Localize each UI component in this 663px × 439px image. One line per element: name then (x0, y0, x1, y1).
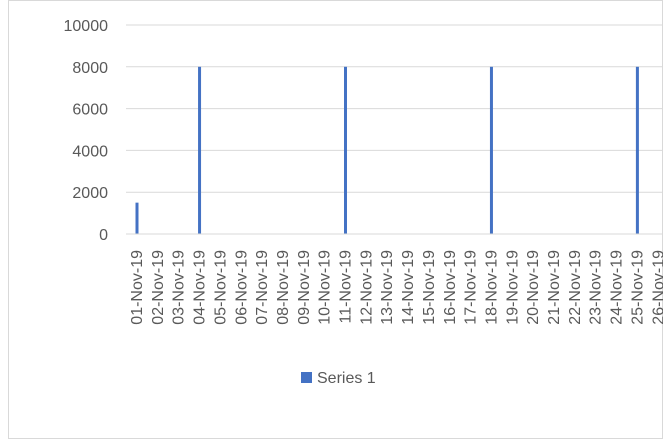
y-tick-label: 8000 (72, 60, 108, 77)
y-tick-label: 10000 (64, 18, 109, 35)
legend-swatch-series-1 (301, 372, 312, 383)
y-tick-label: 0 (99, 227, 108, 244)
x-tick-label: 07-Nov-19 (254, 250, 271, 325)
legend: Series 1 (301, 370, 376, 387)
x-tick-label: 05-Nov-19 (212, 250, 229, 325)
x-tick-label: 14-Nov-19 (400, 250, 417, 325)
x-tick-label: 10-Nov-19 (317, 250, 334, 325)
y-tick-label: 2000 (72, 185, 108, 202)
bar-11-Nov-19 (344, 66, 347, 234)
x-tick-label: 15-Nov-19 (421, 250, 438, 325)
bars (135, 66, 639, 234)
x-tick-label: 18-Nov-19 (483, 250, 500, 325)
x-tick-label: 23-Nov-19 (588, 250, 605, 325)
gridlines (126, 24, 663, 193)
x-tick-label: 03-Nov-19 (171, 250, 188, 325)
x-tick-label: 12-Nov-19 (358, 250, 375, 325)
y-tick-label: 4000 (72, 143, 108, 160)
x-tick-label: 21-Nov-19 (546, 250, 563, 325)
x-tick-label: 11-Nov-19 (338, 250, 355, 324)
bar-25-Nov-19 (635, 66, 639, 234)
legend-label-series-1: Series 1 (317, 370, 376, 387)
x-tick-label: 04-Nov-19 (192, 250, 209, 325)
x-tick-label: 01-Nov-19 (129, 250, 146, 325)
x-tick-label: 09-Nov-19 (296, 250, 313, 325)
x-tick-label: 22-Nov-19 (567, 250, 584, 325)
bar-04-Nov-19 (198, 66, 202, 234)
x-tick-label: 17-Nov-19 (463, 250, 480, 325)
x-axis-tick-labels: 01-Nov-19 02-Nov-19 03-Nov-19 04-Nov-19 05-N… (129, 250, 663, 325)
x-tick-label: 13-Nov-19 (379, 250, 396, 325)
x-tick-label: 16-Nov-19 (442, 250, 459, 325)
x-tick-label: 25-Nov-19 (629, 250, 646, 325)
x-tick-label: 20-Nov-19 (525, 250, 542, 325)
bar-18-Nov-19 (489, 66, 493, 234)
bar-01-Nov-19 (135, 202, 139, 234)
chart-frame (8, 0, 663, 439)
x-tick-label: 19-Nov-19 (504, 250, 521, 325)
x-tick-label: 24-Nov-19 (609, 250, 626, 325)
x-tick-label: 02-Nov-19 (150, 250, 167, 325)
x-tick-label: 26-Nov-19 (650, 250, 663, 325)
x-tick-label: 08-Nov-19 (275, 250, 292, 325)
y-tick-label: 6000 (72, 102, 108, 119)
x-tick-label: 06-Nov-19 (233, 250, 250, 325)
y-axis-tick-labels: 0 2000 4000 6000 8000 10000 (64, 18, 109, 244)
